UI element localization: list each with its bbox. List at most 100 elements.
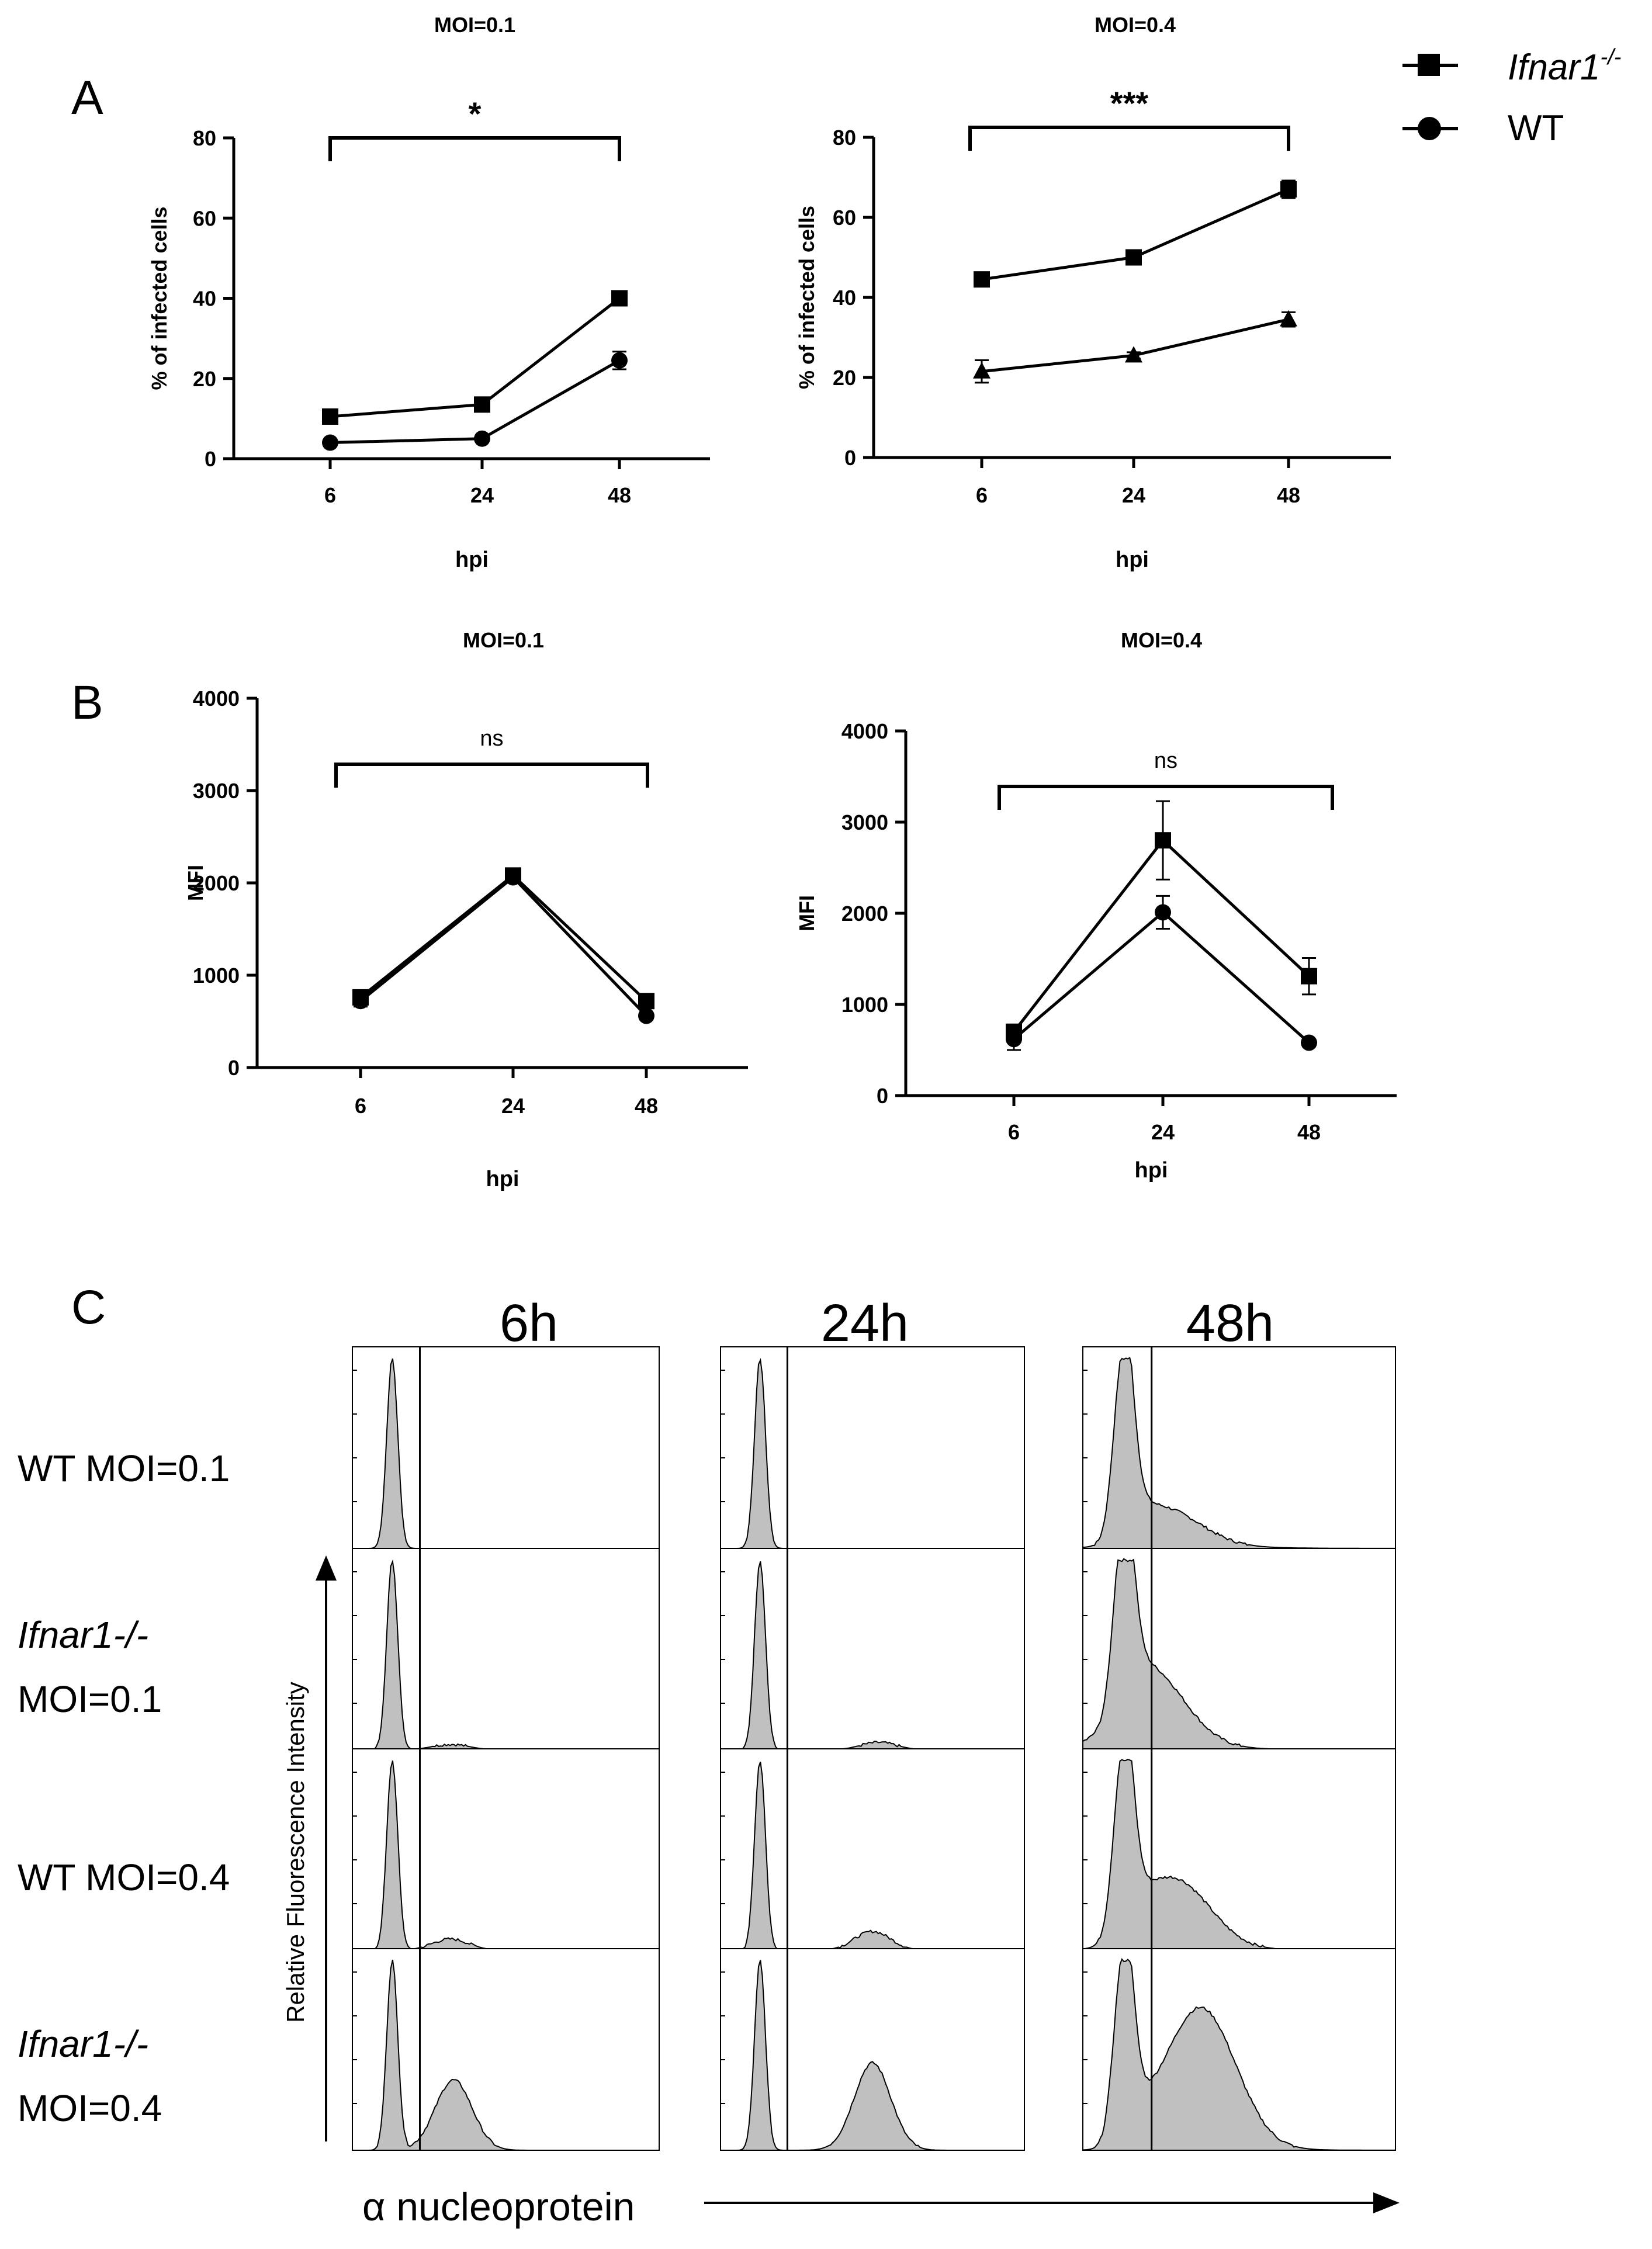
x-tick-label: 6 bbox=[324, 483, 336, 507]
histogram-frame bbox=[720, 1548, 1025, 1751]
significance-label: ns bbox=[1154, 748, 1177, 773]
data-point-square bbox=[974, 271, 990, 288]
y-tick-label: 1000 bbox=[193, 964, 240, 987]
x-tick-label: 24 bbox=[501, 1094, 525, 1118]
y-tick-label: 0 bbox=[228, 1056, 240, 1080]
line-chart-b2: MOI=0.4 0 1000 2000 3000 4000 6 24 48 hpi MFI ns bbox=[795, 628, 1397, 1183]
histogram-cell bbox=[352, 1346, 660, 1549]
row-label: WT MOI=0.1 bbox=[18, 1447, 230, 1489]
data-point-square bbox=[322, 408, 338, 425]
series-wt bbox=[1006, 895, 1317, 1051]
y-tick-label: 60 bbox=[193, 206, 216, 230]
series-wt bbox=[973, 310, 1297, 384]
significance-label: ns bbox=[480, 726, 503, 751]
histogram-frame bbox=[720, 1346, 1025, 1549]
series-ifnar1-ko bbox=[1006, 800, 1317, 1040]
row-label: MOI=0.1 bbox=[18, 1678, 162, 1720]
y-axis-label: MFI bbox=[795, 895, 819, 931]
y-tick-label: 3000 bbox=[841, 810, 888, 834]
legend-circle-marker-icon bbox=[1418, 117, 1441, 140]
legend-ko-label: Ifnar1-/- bbox=[1508, 45, 1621, 88]
y-tick-label: 3000 bbox=[193, 779, 240, 803]
column-label-24h: 24h bbox=[821, 1294, 909, 1353]
panel-letter-a: A bbox=[71, 71, 103, 124]
x-tick-label: 24 bbox=[1151, 1120, 1175, 1144]
histogram-trace bbox=[721, 1960, 1024, 2151]
series-line bbox=[981, 318, 1289, 373]
x-tick-label: 48 bbox=[608, 483, 631, 507]
histogram-x-axis-label: α nucleoprotein bbox=[362, 2185, 635, 2229]
y-tick-label: 20 bbox=[193, 367, 216, 391]
series-ifnar1-ko bbox=[352, 867, 654, 1010]
histogram-frame bbox=[352, 1948, 660, 2151]
significance-bracket bbox=[334, 763, 649, 788]
y-axis-label: % of infected cells bbox=[795, 206, 819, 389]
chart-title: MOI=0.1 bbox=[463, 628, 544, 652]
data-point-triangle bbox=[1125, 346, 1142, 363]
y-tick-label: 1000 bbox=[841, 993, 888, 1017]
x-axis-label: hpi bbox=[486, 1167, 520, 1191]
series-line bbox=[359, 874, 647, 1003]
series-line bbox=[359, 875, 647, 1017]
series-line bbox=[981, 188, 1290, 281]
legend-wt-label: WT bbox=[1508, 108, 1564, 148]
series-wt bbox=[352, 869, 654, 1024]
x-tick-label: 24 bbox=[470, 483, 494, 507]
data-point-square bbox=[1280, 181, 1297, 198]
y-axis-label: % of infected cells bbox=[147, 206, 171, 390]
y-tick-label: 80 bbox=[193, 126, 216, 150]
x-tick-label: 24 bbox=[1122, 483, 1145, 507]
data-point-square bbox=[1301, 968, 1317, 985]
histogram-cell bbox=[1082, 1346, 1396, 1549]
data-point-square bbox=[474, 396, 490, 413]
significance-bracket bbox=[998, 785, 1334, 810]
significance-bracket bbox=[328, 136, 621, 161]
series-line bbox=[1013, 910, 1310, 1044]
histogram-cell bbox=[1082, 1948, 1396, 2151]
significance-label: *** bbox=[1110, 85, 1149, 122]
x-axis-label: hpi bbox=[455, 547, 489, 572]
data-point-triangle bbox=[973, 362, 990, 379]
x-arrow-head-icon bbox=[1373, 2192, 1400, 2213]
data-point-circle bbox=[474, 430, 490, 447]
chart-title: MOI=0.4 bbox=[1095, 13, 1176, 37]
significance-label: * bbox=[469, 95, 482, 132]
data-point-triangle bbox=[1280, 310, 1297, 327]
y-tick-label: 80 bbox=[833, 126, 856, 150]
series-ifnar1-ko bbox=[322, 290, 628, 425]
row-label: Ifnar1-/- bbox=[18, 1614, 148, 1656]
data-point-square bbox=[1155, 832, 1171, 849]
histogram-trace bbox=[352, 1959, 659, 2151]
x-tick-label: 48 bbox=[1277, 483, 1300, 507]
histogram-cell bbox=[352, 1748, 660, 1951]
series-ifnar1-ko bbox=[974, 179, 1297, 288]
y-tick-label: 0 bbox=[844, 446, 856, 470]
legend-ko-name: Ifnar1 bbox=[1508, 47, 1601, 88]
data-point-circle bbox=[1006, 1031, 1022, 1048]
line-chart-a2: MOI=0.4 0 20 40 60 80 6 24 48 hpi % of infected ce… bbox=[795, 13, 1391, 572]
histogram-grid: 6h 24h 48h WT MOI=0.1 Ifnar1-/- MOI=0.1 WT MOI… bbox=[18, 1294, 1400, 2229]
histogram-cell bbox=[1082, 1748, 1396, 1951]
data-point-square bbox=[638, 993, 654, 1010]
data-point-circle bbox=[638, 1007, 654, 1024]
panel-letter-c: C bbox=[71, 1281, 106, 1334]
histogram-cell bbox=[1082, 1548, 1396, 1751]
x-axis-label: hpi bbox=[1116, 547, 1149, 572]
row-label: Ifnar1-/- bbox=[18, 2023, 148, 2065]
row-label: MOI=0.4 bbox=[18, 2087, 162, 2129]
histogram-frame bbox=[352, 1748, 660, 1951]
row-label: WT MOI=0.4 bbox=[18, 1856, 230, 1898]
data-point-circle bbox=[352, 993, 369, 1010]
histogram-frame bbox=[352, 1346, 660, 1549]
chart-title: MOI=0.1 bbox=[434, 13, 515, 37]
histogram-cell bbox=[720, 1346, 1025, 1549]
legend-square-marker-icon bbox=[1418, 54, 1440, 76]
data-point-circle bbox=[322, 434, 338, 451]
data-point-circle bbox=[505, 869, 521, 886]
x-tick-label: 48 bbox=[635, 1094, 658, 1118]
y-tick-label: 2000 bbox=[193, 871, 240, 895]
x-tick-label: 6 bbox=[1008, 1120, 1020, 1144]
y-arrow-head-icon bbox=[316, 1555, 337, 1581]
